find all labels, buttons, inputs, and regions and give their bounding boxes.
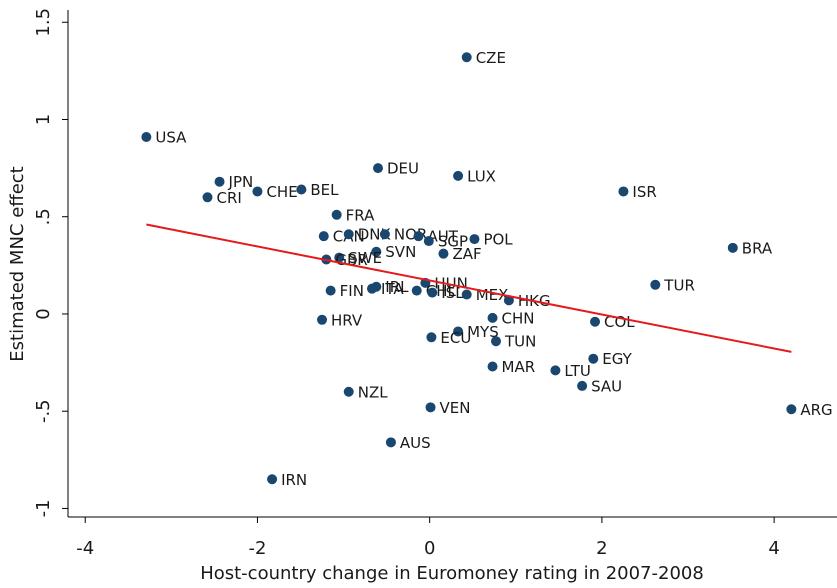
y-tick-label: -1 bbox=[33, 499, 54, 517]
point bbox=[461, 52, 472, 63]
point bbox=[331, 209, 342, 220]
point-label: ECU bbox=[440, 329, 471, 347]
point-label: CZE bbox=[476, 49, 506, 67]
point bbox=[252, 186, 263, 197]
point bbox=[411, 285, 422, 296]
point-label: ITA bbox=[381, 280, 404, 298]
point-label: BRA bbox=[742, 239, 773, 257]
point-label: AUS bbox=[400, 434, 431, 452]
point bbox=[427, 287, 438, 298]
point bbox=[727, 242, 738, 253]
point bbox=[577, 380, 588, 391]
y-tick-label: 0 bbox=[33, 308, 54, 319]
point-label: BEL bbox=[310, 181, 339, 199]
point bbox=[325, 285, 336, 296]
point bbox=[343, 229, 354, 240]
point-label: SAU bbox=[591, 377, 622, 395]
point-label: SGP bbox=[438, 233, 468, 251]
point bbox=[438, 248, 449, 259]
point-label: ZAF bbox=[452, 245, 481, 263]
point bbox=[267, 474, 278, 485]
point-label: FRA bbox=[346, 206, 375, 224]
point bbox=[453, 326, 464, 337]
point bbox=[202, 192, 213, 203]
y-tick-label: 1 bbox=[33, 114, 54, 125]
x-axis-label: Host-country change in Euromoney rating … bbox=[200, 563, 704, 584]
point bbox=[786, 404, 797, 415]
point-label: CRI bbox=[217, 189, 242, 207]
point-label: MAR bbox=[502, 358, 536, 376]
point bbox=[296, 184, 307, 195]
point bbox=[366, 283, 377, 294]
point bbox=[550, 365, 561, 376]
point bbox=[379, 229, 390, 240]
point bbox=[343, 386, 354, 397]
point bbox=[490, 336, 501, 347]
point-label: HRV bbox=[331, 311, 363, 329]
point bbox=[371, 246, 382, 257]
point-label: SWE bbox=[348, 249, 382, 267]
point-label: SVN bbox=[385, 243, 416, 261]
point-label: POL bbox=[483, 231, 513, 249]
point bbox=[453, 170, 464, 181]
x-tick-label: 4 bbox=[768, 538, 779, 559]
point-label: ISL bbox=[441, 284, 464, 302]
y-tick-label: 1.5 bbox=[33, 8, 54, 37]
point bbox=[318, 231, 329, 242]
point bbox=[503, 295, 514, 306]
point-label: VEN bbox=[440, 399, 471, 417]
point bbox=[425, 402, 436, 413]
point-label: USA bbox=[155, 128, 187, 146]
x-tick-label: 0 bbox=[424, 538, 435, 559]
point-label: JPN bbox=[228, 173, 254, 191]
point-label: NZL bbox=[358, 383, 388, 401]
point-label: IRN bbox=[281, 471, 307, 489]
point-label: TUR bbox=[663, 276, 695, 294]
point bbox=[487, 361, 498, 372]
point-label: ISR bbox=[632, 183, 656, 201]
point-label: FIN bbox=[340, 282, 364, 300]
point bbox=[373, 163, 384, 174]
point bbox=[385, 437, 396, 448]
point-label: MYS bbox=[467, 323, 499, 341]
point bbox=[214, 176, 225, 187]
point bbox=[141, 131, 152, 142]
point-label: LTU bbox=[564, 362, 590, 380]
point bbox=[423, 236, 434, 247]
point bbox=[469, 234, 480, 245]
point bbox=[618, 186, 629, 197]
point-label: DEU bbox=[387, 160, 419, 178]
point-label: CHN bbox=[502, 309, 535, 327]
point bbox=[334, 252, 345, 263]
y-axis-label: Estimated MNC effect bbox=[7, 166, 28, 361]
point bbox=[650, 279, 661, 290]
point-label: HUN bbox=[434, 274, 467, 292]
point-label: EGY bbox=[602, 350, 632, 368]
point bbox=[426, 332, 437, 343]
point-label: GBR bbox=[335, 251, 367, 269]
point-label: AUT bbox=[427, 228, 458, 246]
x-tick-label: -4 bbox=[76, 538, 94, 559]
point-label: TUN bbox=[504, 333, 536, 351]
x-tick-label: 2 bbox=[596, 538, 607, 559]
point bbox=[317, 314, 328, 325]
y-tick-label: -.5 bbox=[33, 399, 54, 423]
point bbox=[461, 289, 472, 300]
point-label: COL bbox=[604, 313, 635, 331]
point-label: IRL bbox=[385, 278, 409, 296]
point-label: ARG bbox=[800, 401, 832, 419]
point bbox=[487, 312, 498, 323]
point bbox=[588, 353, 599, 364]
point bbox=[590, 316, 601, 327]
point-label: CHE bbox=[266, 183, 297, 201]
x-tick-label: -2 bbox=[248, 538, 266, 559]
point bbox=[413, 231, 424, 242]
point-label: LUX bbox=[467, 167, 496, 185]
y-tick-label: .5 bbox=[33, 208, 54, 225]
fit-line bbox=[146, 223, 792, 353]
